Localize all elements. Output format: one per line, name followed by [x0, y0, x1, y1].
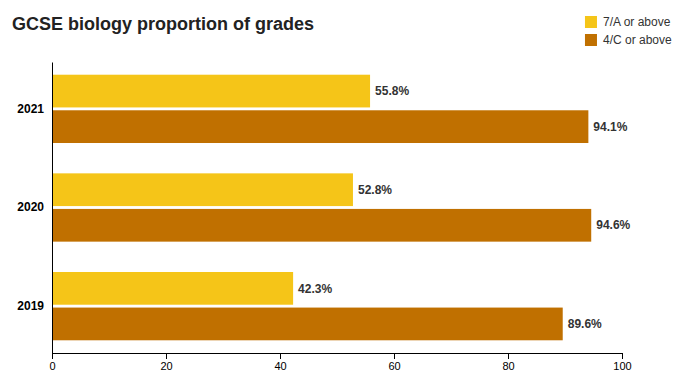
x-tick: 20 [160, 353, 172, 372]
x-tick-mark [280, 353, 281, 359]
legend-swatch [585, 16, 597, 28]
y-tick: 2020 [17, 200, 52, 214]
x-axis-line [53, 354, 623, 360]
data-label: 42.3% [298, 282, 332, 296]
x-tick-mark [622, 353, 623, 359]
legend: 7/A or above 4/C or above [585, 15, 672, 47]
data-label: 55.8% [375, 84, 409, 98]
x-tick: 60 [388, 353, 400, 372]
legend-item: 4/C or above [585, 33, 672, 47]
x-tick: 40 [274, 353, 286, 372]
x-tick-label: 100 [613, 360, 631, 372]
chart: GCSE biology proportion of grades 55.8% 52… [0, 0, 684, 385]
data-label: 52.8% [358, 183, 392, 197]
bars [52, 75, 591, 341]
x-tick-mark [508, 353, 509, 359]
x-tick-mark [394, 353, 395, 359]
legend-label: 7/A or above [603, 15, 671, 29]
bar [52, 308, 563, 341]
plot: 55.8% 52.8% 42.3% 94.1% 94.6% 89.6% 0 20 40 60 80 1… [17, 63, 631, 372]
title: GCSE biology proportion of grades [12, 14, 314, 34]
x-tick: 100 [613, 353, 631, 372]
x-axis: 0 20 40 60 80 100 [49, 353, 631, 372]
x-tick: 0 [49, 353, 55, 372]
legend-item: 7/A or above [585, 15, 671, 29]
y-tick-label: 2020 [17, 200, 44, 214]
y-axis: 2021 2020 2019 [17, 63, 52, 354]
bar [52, 173, 353, 206]
y-tick: 2019 [17, 299, 52, 313]
legend-label: 4/C or above [603, 33, 672, 47]
bar [52, 75, 370, 108]
data-labels: 55.8% 52.8% 42.3% 94.1% 94.6% 89.6% [298, 84, 630, 331]
legend-swatch [585, 34, 597, 46]
data-label: 94.6% [596, 218, 630, 232]
x-tick-label: 80 [502, 360, 514, 372]
y-axis-line [52, 63, 53, 354]
x-tick-label: 20 [160, 360, 172, 372]
data-label: 94.1% [593, 120, 627, 134]
bar [52, 110, 588, 143]
bar [52, 209, 591, 242]
x-tick-label: 60 [388, 360, 400, 372]
x-tick-mark [52, 353, 53, 359]
x-tick: 80 [502, 353, 514, 372]
y-tick-label: 2021 [17, 102, 44, 116]
bar [52, 272, 293, 305]
data-label: 89.6% [568, 317, 602, 331]
x-tick-label: 40 [274, 360, 286, 372]
x-tick-mark [166, 353, 167, 359]
y-tick: 2021 [17, 102, 52, 116]
y-tick-label: 2019 [17, 299, 44, 313]
x-tick-label: 0 [49, 360, 55, 372]
